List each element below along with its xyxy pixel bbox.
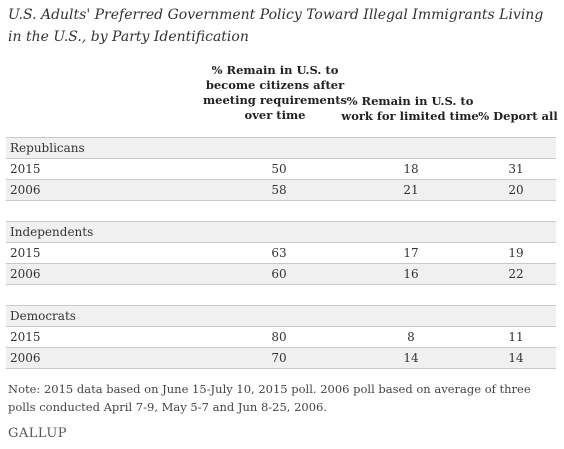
year-label: 2015: [10, 330, 41, 344]
divider: [6, 242, 556, 243]
divider: [6, 368, 556, 369]
year-label: 2006: [10, 183, 41, 197]
value-cell: 8: [407, 330, 415, 344]
value-cell: 63: [271, 246, 287, 260]
group-label: Republicans: [10, 141, 85, 155]
year-label: 2015: [10, 162, 41, 176]
table-row: 2015 80 8 11: [6, 327, 556, 347]
value-cell: 11: [508, 330, 524, 344]
table-row: 2006 70 14 14: [6, 348, 556, 368]
year-label: 2015: [10, 246, 41, 260]
value-cell: 17: [403, 246, 419, 260]
divider: [6, 263, 556, 264]
value-cell: 19: [508, 246, 524, 260]
group-label: Independents: [10, 225, 94, 239]
table-row: 2006 58 21 20: [6, 180, 556, 200]
divider: [6, 137, 556, 138]
table-row: 2015 63 17 19: [6, 243, 556, 263]
table-row: 2015 50 18 31: [6, 159, 556, 179]
value-cell: 80: [271, 330, 287, 344]
divider: [6, 179, 556, 180]
year-label: 2006: [10, 351, 41, 365]
value-cell: 22: [508, 267, 524, 281]
gallup-logo: GALLUP: [8, 426, 68, 441]
column-header-deport-all: % Deport all: [478, 109, 558, 123]
value-cell: 50: [271, 162, 287, 176]
value-cell: 58: [271, 183, 287, 197]
value-cell: 70: [271, 351, 287, 365]
divider: [6, 221, 556, 222]
value-cell: 20: [508, 183, 524, 197]
divider: [6, 305, 556, 306]
column-header-remain-citizens: % Remain in U.S. to become citizens afte…: [202, 63, 348, 122]
group-row-independents: Independents: [6, 222, 556, 242]
divider: [6, 158, 556, 159]
group-row-democrats: Democrats: [6, 306, 556, 326]
table-title: U.S. Adults' Preferred Government Policy…: [8, 7, 544, 45]
value-cell: 31: [508, 162, 524, 176]
divider: [6, 347, 556, 348]
value-cell: 21: [403, 183, 419, 197]
footnote: Note: 2015 data based on June 15-July 10…: [8, 382, 531, 414]
value-cell: 14: [403, 351, 419, 365]
column-header-remain-work: % Remain in U.S. to work for limited tim…: [341, 94, 479, 123]
year-label: 2006: [10, 267, 41, 281]
divider: [6, 284, 556, 285]
value-cell: 16: [403, 267, 419, 281]
divider: [6, 200, 556, 201]
value-cell: 60: [271, 267, 287, 281]
value-cell: 14: [508, 351, 524, 365]
group-row-republicans: Republicans: [6, 138, 556, 158]
value-cell: 18: [403, 162, 419, 176]
group-label: Democrats: [10, 309, 76, 323]
table-row: 2006 60 16 22: [6, 264, 556, 284]
divider: [6, 326, 556, 327]
